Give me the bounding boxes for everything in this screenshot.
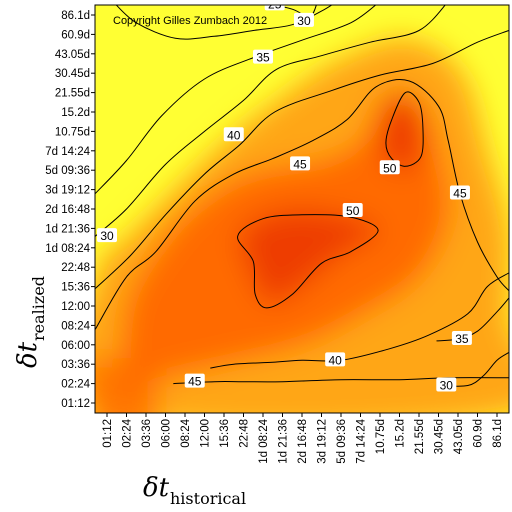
x-tick-label: 5d 09:36 <box>336 419 348 464</box>
y-tick-label: 86.1d <box>61 10 90 22</box>
x-tick-label: 15.2d <box>395 419 407 448</box>
contour-40 <box>95 30 509 289</box>
y-tick-label: 15:36 <box>61 282 90 294</box>
x-tick-label: 08:24 <box>180 418 192 447</box>
contour-label-text: 45 <box>453 186 467 200</box>
x-axis-title: δt historical <box>143 473 246 508</box>
y-tick-label: 1d 21:36 <box>45 223 90 235</box>
x-tick-label: 1d 21:36 <box>278 419 290 464</box>
y-tick-label: 2d 16:48 <box>45 204 90 216</box>
heat-region-peak-2 <box>379 92 424 172</box>
x-tick-label: 10.75d <box>375 419 387 454</box>
contour-40-lower <box>210 272 509 369</box>
y-axis-ticks: 01:12 02:24 03:36 06:00 08:24 12:00 15:36 22:48… <box>45 10 95 410</box>
contour-label-text: 45 <box>293 157 307 171</box>
y-tick-label: 02:24 <box>61 379 90 391</box>
contour-label: 25 <box>264 0 285 11</box>
contour-label-text: 30 <box>440 379 454 393</box>
x-tick-label: 01:12 <box>102 419 114 448</box>
y-tick-label: 03:36 <box>61 359 90 371</box>
x-tick-label: 22:48 <box>239 419 251 448</box>
contour-label: 30 <box>436 377 457 393</box>
contour-35-lower <box>436 297 509 342</box>
copyright-annotation: Copyright Gilles Zumbach 2012 <box>113 15 267 27</box>
x-tick-label: 60.9d <box>473 419 485 448</box>
y-axis-symbol: δt <box>13 341 43 368</box>
y-tick-label: 01:12 <box>61 398 90 410</box>
x-tick-label: 06:00 <box>161 419 173 448</box>
contour-label-text: 35 <box>256 51 270 65</box>
x-tick-label: 3d 19:12 <box>317 419 329 464</box>
contour-label-text: 40 <box>227 128 241 142</box>
x-tick-label: 2d 16:48 <box>297 419 309 464</box>
x-tick-label: 86.1d <box>492 419 504 448</box>
heat-gradient <box>95 38 509 413</box>
contour-50-lower <box>237 214 379 309</box>
y-tick-label: 08:24 <box>61 320 90 332</box>
heat-region-peak-1 <box>239 209 381 304</box>
contour-labels: 25 30 35 40 45 50 50 45 40 45 35 30 30 <box>97 0 472 393</box>
y-tick-label: 60.9d <box>61 29 90 41</box>
y-tick-label: 06:00 <box>61 340 90 352</box>
contour-label: 30 <box>293 12 314 28</box>
contour-label: 45 <box>290 156 311 171</box>
x-axis-subscript: historical <box>170 489 246 508</box>
contour-label-text: 50 <box>383 161 397 175</box>
contour-label-text: 30 <box>100 229 114 243</box>
x-axis-ticks: 01:12 02:24 03:36 06:00 08:24 12:00 15:36 22:48… <box>102 413 504 464</box>
contour-label: 40 <box>223 127 244 142</box>
x-tick-label: 12:00 <box>200 419 212 448</box>
contour-label-text: 50 <box>346 204 360 218</box>
contour-30 <box>115 5 333 40</box>
x-tick-label: 21.55d <box>414 419 426 454</box>
x-tick-label: 7d 14:24 <box>356 418 368 463</box>
x-tick-label: 03:36 <box>141 419 153 448</box>
y-tick-label: 21.55d <box>55 88 90 100</box>
heat-fill-layer <box>95 5 509 413</box>
contour-label: 45 <box>184 373 205 389</box>
x-tick-label: 15:36 <box>219 419 231 448</box>
y-axis-subscript: realized <box>29 276 48 341</box>
contour-label: 40 <box>325 352 346 367</box>
y-tick-label: 22:48 <box>61 262 90 274</box>
contour-label: 50 <box>379 160 400 175</box>
y-tick-label: 43.05d <box>55 49 90 61</box>
y-tick-label: 30.45d <box>55 68 90 80</box>
contour-label-text: 30 <box>297 14 311 28</box>
y-tick-label: 5d 09:36 <box>45 165 90 177</box>
contour-label-text: 35 <box>455 332 469 346</box>
contour-label: 35 <box>451 330 472 346</box>
contour-label-text: 45 <box>188 375 202 389</box>
y-tick-label: 12:00 <box>61 301 90 313</box>
contour-30-left <box>95 5 377 194</box>
contour-label-text: 25 <box>268 0 282 11</box>
y-tick-label: 15.2d <box>61 107 90 119</box>
plot-area: 25 30 35 40 45 50 50 45 40 45 35 30 30 <box>95 0 509 413</box>
y-tick-label: 7d 14:24 <box>45 146 90 158</box>
y-tick-label: 10.75d <box>55 126 90 138</box>
contour-label: 30 <box>97 228 117 243</box>
x-tick-label: 02:24 <box>122 418 134 447</box>
contour-30-lower <box>438 352 509 387</box>
contour-label: 45 <box>449 185 470 200</box>
contour-45 <box>95 79 509 330</box>
y-tick-label: 3d 19:12 <box>45 185 90 197</box>
contour-label: 50 <box>342 202 363 218</box>
x-tick-label: 30.45d <box>434 419 446 454</box>
contour-label-text: 40 <box>328 353 342 367</box>
contour-lines <box>95 5 509 387</box>
contour-label: 35 <box>253 49 273 65</box>
heat-region-corner <box>95 358 157 413</box>
y-tick-label: 1d 08:24 <box>45 243 90 255</box>
contour-35 <box>95 5 446 237</box>
x-tick-label: 1d 08:24 <box>258 418 270 463</box>
x-tick-label: 43.05d <box>453 419 465 454</box>
x-axis-symbol: δt <box>143 473 170 503</box>
y-axis-title: δt realized <box>13 276 48 368</box>
